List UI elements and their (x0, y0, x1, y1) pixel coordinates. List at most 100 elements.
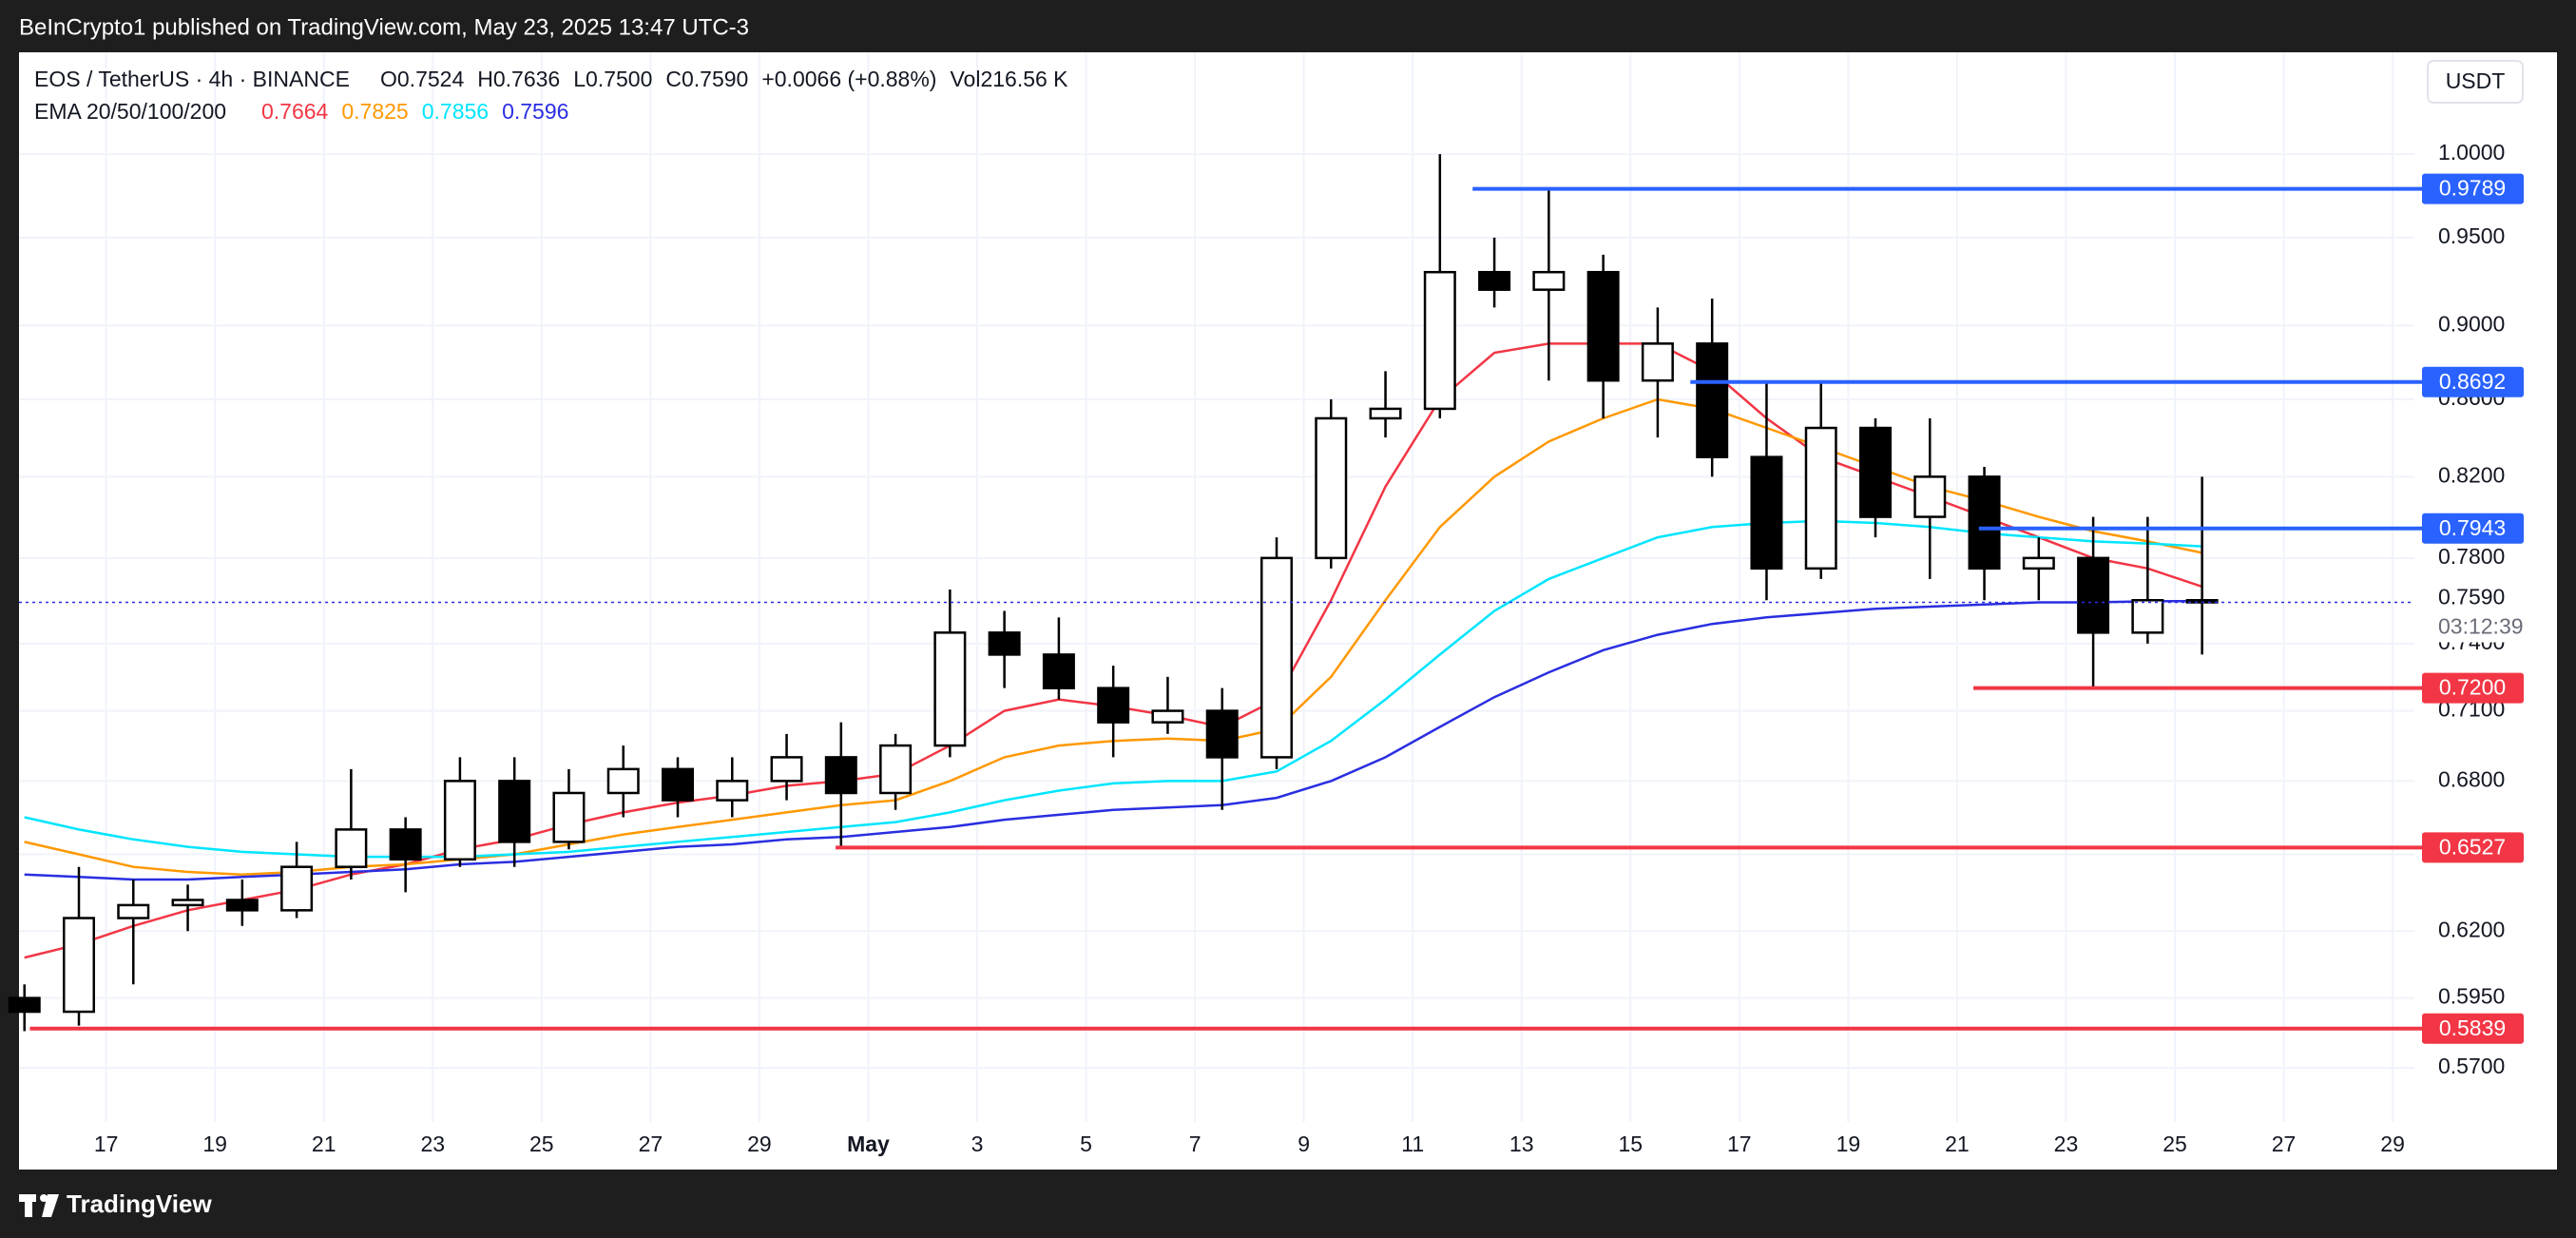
candle-body (988, 631, 1021, 656)
candle-body (552, 791, 586, 843)
last-price-bg (2422, 585, 2536, 643)
candle-body (1750, 455, 1783, 571)
x-tick-label: 23 (420, 1132, 445, 1156)
y-tick-label: 0.6800 (2438, 766, 2505, 791)
currency: USDT (2446, 68, 2506, 93)
candle-body (1478, 270, 1511, 291)
brand: TradingView (19, 1190, 212, 1218)
x-tick-label: 17 (94, 1132, 119, 1156)
y-tick-label: 0.9000 (2438, 311, 2505, 336)
candle-body (716, 780, 749, 802)
candle-body (225, 899, 259, 912)
candle-body (2022, 556, 2055, 571)
countdown: 03:12:39 (2438, 614, 2524, 639)
logo (42, 1194, 59, 1217)
ema-value: 0.7664 (261, 99, 329, 124)
level-label-box (2422, 366, 2524, 397)
x-tick-label: 27 (639, 1132, 663, 1156)
logo (25, 1194, 32, 1217)
candle-body (389, 828, 422, 861)
candle-body (1369, 407, 1402, 420)
x-tick-label: 9 (1298, 1132, 1310, 1156)
level-label-box (2422, 1013, 2524, 1044)
x-tick-label: 3 (971, 1132, 984, 1156)
ohlc-item: +0.0066 (+0.88%) (761, 67, 936, 91)
candle-body (1696, 342, 1729, 458)
candle-body (1205, 709, 1239, 759)
ema-value: 0.7596 (502, 99, 568, 124)
plot (8, 52, 2414, 1122)
x-tick-label: 29 (747, 1132, 772, 1156)
candle-body (1532, 270, 1566, 291)
y-tick-label: 0.5700 (2438, 1054, 2505, 1078)
candle-body (1042, 653, 1075, 689)
ohlc-legend: O0.7524 H0.7636 L0.7500 C0.7590 +0.0066 (+0.… (380, 67, 1068, 91)
candle-body (606, 767, 640, 795)
candle-body (117, 903, 150, 919)
ohlc-item: Vol216.56 K (950, 67, 1068, 91)
ohlc-item: C0.7590 (665, 67, 748, 91)
candle-body (662, 767, 694, 802)
ema-label: EMA 20/50/100/200 (34, 99, 226, 124)
x-tick-label: 5 (1080, 1132, 1092, 1156)
level-label: 0.7943 (2439, 515, 2506, 540)
y-tick-label: 1.0000 (2438, 140, 2505, 164)
level-label: 0.6527 (2439, 834, 2506, 859)
y-tick-label: 0.9500 (2438, 223, 2505, 248)
x-tick-label: 13 (1509, 1132, 1534, 1156)
level-label: 0.8692 (2439, 369, 2506, 394)
x-tick-label: 29 (2380, 1132, 2405, 1156)
candle-body (1913, 475, 1947, 518)
candle-body (1151, 709, 1184, 724)
brand-name: TradingView (67, 1190, 212, 1218)
level-label-box (2422, 173, 2524, 204)
level-label: 0.9789 (2439, 176, 2506, 201)
candle-body (171, 899, 204, 907)
candle-body (1586, 270, 1620, 382)
candle-body (1804, 426, 1837, 571)
logo (40, 1194, 48, 1202)
candle-body (1260, 556, 1293, 759)
ema-value: 0.7825 (341, 99, 408, 124)
currency-button[interactable] (2427, 60, 2524, 104)
candle-body (770, 756, 803, 783)
ema-line (24, 519, 2202, 859)
x-tick-label: 25 (529, 1132, 554, 1156)
x-tick-label: 21 (1945, 1132, 1970, 1156)
x-tick-label: 19 (1836, 1132, 1861, 1156)
candle-body (1097, 687, 1130, 724)
candle-body (2077, 556, 2110, 634)
ohlc-item: L0.7500 (573, 67, 652, 91)
candle-body (1315, 416, 1348, 560)
x-tick-label: 15 (1618, 1132, 1643, 1156)
x-tick-label: 25 (2163, 1132, 2187, 1156)
candle-body (1641, 342, 1674, 382)
ema-value: 0.7856 (422, 99, 489, 124)
candle-body (879, 744, 913, 795)
y-tick-label: 0.5950 (2438, 984, 2505, 1009)
candle-body (335, 828, 368, 868)
level-label: 0.7200 (2439, 675, 2506, 700)
y-tick-label: 0.6200 (2438, 917, 2505, 941)
level-label: 0.5839 (2439, 1016, 2506, 1040)
x-tick-label: 23 (2054, 1132, 2079, 1156)
candle-body (280, 865, 314, 912)
last-price: 0.7590 (2438, 585, 2505, 609)
symbol: EOS / TetherUS · 4h · BINANCE (34, 67, 350, 91)
x-tick-label: 21 (312, 1132, 336, 1156)
x-tick-label: May (847, 1132, 890, 1156)
y-tick-label: 0.8200 (2438, 462, 2505, 487)
y-tick-label: 0.7800 (2438, 544, 2505, 569)
ohlc-item: O0.7524 (380, 67, 464, 91)
ema-values: 0.7664 0.7825 0.7856 0.7596 (261, 99, 568, 124)
candle-body (2131, 599, 2164, 634)
candle-body (498, 780, 531, 843)
candle-body (1968, 475, 2001, 571)
x-tick-label: 19 (202, 1132, 227, 1156)
level-label-box (2422, 513, 2524, 544)
x-tick-label: 27 (2272, 1132, 2297, 1156)
level-label-box (2422, 672, 2524, 704)
candle-body (63, 917, 95, 1014)
x-tick-label: 17 (1727, 1132, 1752, 1156)
